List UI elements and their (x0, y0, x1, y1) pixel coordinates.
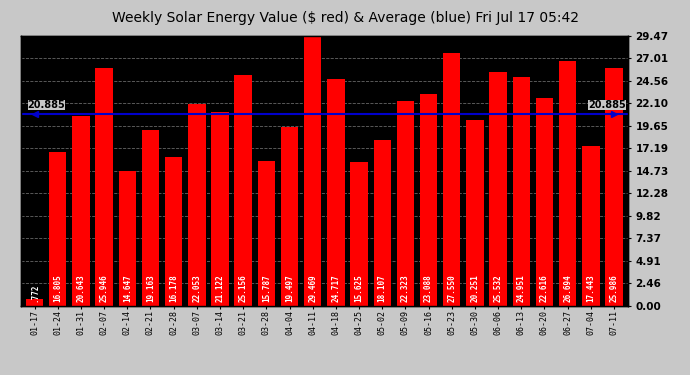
Text: 25.532: 25.532 (493, 274, 502, 302)
Bar (257, 161, 275, 306)
Text: 24.717: 24.717 (331, 274, 340, 302)
Text: 23.088: 23.088 (424, 274, 433, 302)
Text: 22.053: 22.053 (193, 274, 201, 302)
Bar (188, 104, 206, 306)
Bar (351, 162, 368, 306)
Bar (535, 98, 553, 306)
Text: 15.787: 15.787 (262, 274, 271, 302)
Bar (582, 146, 600, 306)
Text: 19.497: 19.497 (285, 274, 294, 302)
Text: 20.885: 20.885 (588, 100, 626, 110)
Bar (211, 112, 228, 306)
Bar (281, 127, 298, 306)
Text: 20.885: 20.885 (28, 100, 66, 110)
Bar (141, 130, 159, 306)
Bar (420, 94, 437, 306)
Bar (304, 36, 322, 306)
Text: 15.625: 15.625 (355, 274, 364, 302)
Text: 27.550: 27.550 (447, 274, 456, 302)
Text: 19.163: 19.163 (146, 274, 155, 302)
Text: 22.323: 22.323 (401, 274, 410, 302)
Text: 29.469: 29.469 (308, 274, 317, 302)
Text: 16.805: 16.805 (53, 274, 62, 302)
Text: 20.643: 20.643 (77, 274, 86, 302)
Text: 20.251: 20.251 (471, 274, 480, 302)
Text: 22.616: 22.616 (540, 274, 549, 302)
Text: 21.122: 21.122 (215, 274, 224, 302)
Bar (559, 61, 576, 306)
Bar (72, 117, 90, 306)
Text: 25.156: 25.156 (239, 274, 248, 302)
Text: 17.443: 17.443 (586, 274, 595, 302)
Text: Weekly Solar Energy Value ($ red) & Average (blue) Fri Jul 17 05:42: Weekly Solar Energy Value ($ red) & Aver… (112, 11, 578, 25)
Bar (373, 140, 391, 306)
Text: 25.986: 25.986 (609, 274, 618, 302)
Bar (26, 298, 43, 306)
Bar (443, 53, 460, 306)
Bar (605, 68, 622, 306)
Bar (466, 120, 484, 306)
Bar (165, 158, 182, 306)
Bar (513, 77, 530, 306)
Text: 14.647: 14.647 (123, 274, 132, 302)
Bar (235, 75, 252, 306)
Text: 25.946: 25.946 (99, 274, 108, 302)
Text: 18.107: 18.107 (377, 274, 386, 302)
Text: 16.178: 16.178 (169, 274, 178, 302)
Text: 24.951: 24.951 (517, 274, 526, 302)
Bar (95, 68, 113, 306)
Text: .772: .772 (30, 284, 39, 302)
Bar (119, 171, 136, 306)
Bar (49, 152, 66, 306)
Bar (397, 101, 414, 306)
Text: Copyright 2009 Cartronics.com: Copyright 2009 Cartronics.com (23, 38, 155, 47)
Bar (489, 72, 507, 306)
Bar (327, 79, 344, 306)
Text: 26.694: 26.694 (563, 274, 572, 302)
